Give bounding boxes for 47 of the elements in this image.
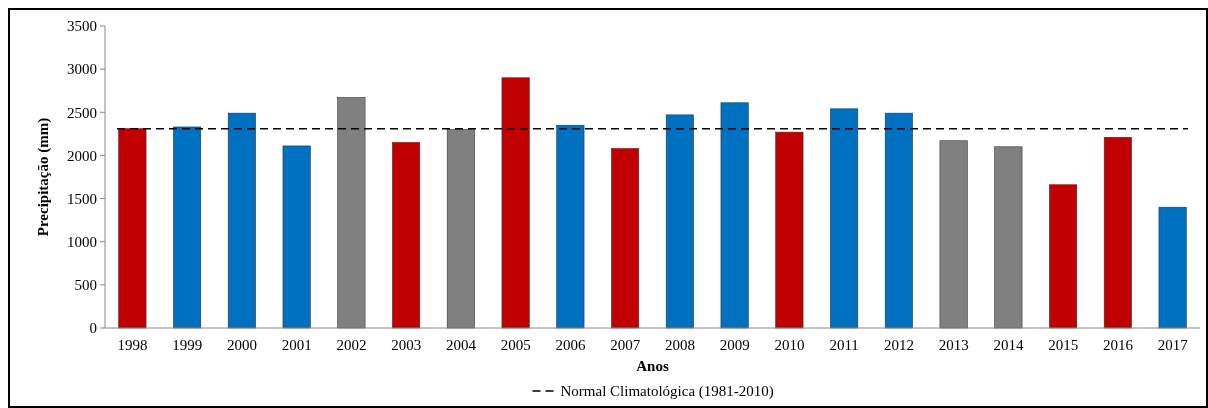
y-tick-label: 1500 xyxy=(67,190,97,207)
y-tick-label: 3500 xyxy=(67,18,97,35)
x-tick-label: 2006 xyxy=(555,337,586,353)
x-tick-label: 2013 xyxy=(938,337,969,353)
x-tick-label: 2003 xyxy=(391,337,422,353)
bar xyxy=(830,108,859,329)
bar xyxy=(884,112,913,329)
x-tick-label: 2017 xyxy=(1157,337,1189,353)
y-tick-label: 500 xyxy=(74,277,97,294)
bar xyxy=(1103,137,1132,329)
x-tick-label: 2002 xyxy=(336,337,367,353)
bar xyxy=(392,142,421,329)
x-tick-label: 2012 xyxy=(883,337,914,353)
bar xyxy=(227,112,256,329)
y-tick-label: 3000 xyxy=(67,61,97,78)
bar xyxy=(282,145,311,329)
x-tick-label: 2007 xyxy=(610,337,641,353)
bar xyxy=(720,102,749,329)
y-axis-title: Precipitação (mm) xyxy=(35,117,52,237)
x-tick-label: 2005 xyxy=(500,337,531,353)
x-tick-label: 2000 xyxy=(226,337,257,353)
bar xyxy=(118,128,147,329)
y-tick-label: 2500 xyxy=(67,104,97,121)
x-tick-label: 2016 xyxy=(1102,337,1134,353)
y-tick-label: 2000 xyxy=(67,147,97,164)
bar xyxy=(1158,206,1187,329)
y-tick-label: 1000 xyxy=(67,233,97,250)
x-tick-label: 2010 xyxy=(774,337,805,353)
x-tick-label: 1999 xyxy=(172,337,203,353)
bar xyxy=(556,124,585,329)
x-tick-label: 2011 xyxy=(829,337,859,353)
x-tick-label: 2014 xyxy=(993,337,1024,353)
bar xyxy=(665,114,694,329)
x-tick-label: 2008 xyxy=(664,337,695,353)
legend-label: Normal Climatológica (1981-2010) xyxy=(560,383,774,400)
x-tick-label: 2004 xyxy=(445,337,477,353)
bar xyxy=(1049,184,1078,329)
x-tick-label: 2015 xyxy=(1048,337,1079,353)
bar xyxy=(611,148,640,329)
x-axis-title: Anos xyxy=(636,358,669,374)
x-tick-label: 1998 xyxy=(117,337,148,353)
bar xyxy=(501,77,530,329)
bar xyxy=(173,126,202,329)
x-tick-label: 2001 xyxy=(281,337,312,353)
bar xyxy=(775,131,804,329)
x-tick-label: 2009 xyxy=(719,337,750,353)
y-tick-label: 0 xyxy=(89,320,97,337)
